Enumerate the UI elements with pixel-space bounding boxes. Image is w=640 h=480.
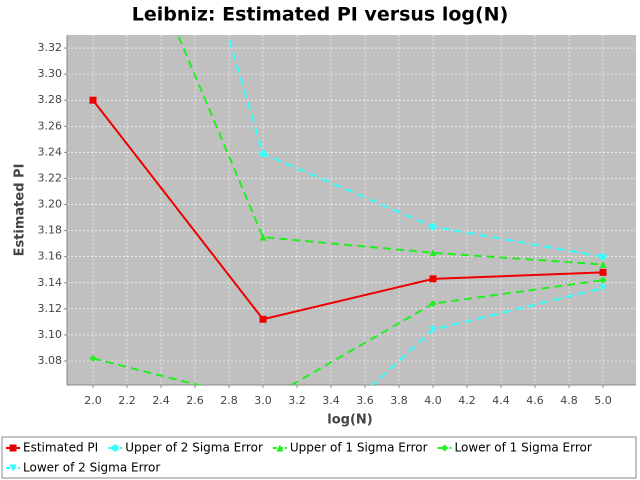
marker (441, 444, 449, 452)
marker (259, 233, 267, 241)
x-tick-label: 4.6 (526, 394, 544, 407)
x-tick-label: 3.0 (254, 394, 272, 407)
legend-box (1, 436, 637, 479)
series-line (92, 99, 604, 321)
x-tick-label: 3.2 (288, 394, 306, 407)
y-tick-label: 3.16 (38, 250, 63, 263)
marker (9, 464, 17, 472)
plot-area (67, 35, 636, 385)
legend-item: Upper of 2 Sigma Error (108, 441, 263, 455)
legend-item: Lower of 2 Sigma Error (6, 461, 160, 475)
x-tick-label: 4.8 (560, 394, 578, 407)
series-line (226, 35, 604, 258)
x-tick-label: 2.6 (186, 394, 204, 407)
legend-item: Estimated PI (6, 441, 98, 455)
x-tick-label: 2.8 (220, 394, 238, 407)
x-tick-label: 2.2 (118, 394, 136, 407)
x-tick-label: 4.0 (424, 394, 442, 407)
marker (429, 249, 437, 257)
y-tick-label: 3.18 (38, 224, 63, 237)
x-tick-label: 3.8 (390, 394, 408, 407)
x-tick-label: 3.6 (356, 394, 374, 407)
marker (429, 275, 437, 283)
x-tick-label: 3.4 (322, 394, 340, 407)
y-tick-label: 3.30 (38, 67, 63, 80)
marker (259, 315, 267, 323)
legend: Estimated PI Upper of 2 Sigma Error Upper … (6, 441, 592, 475)
x-tick-label: 4.2 (458, 394, 476, 407)
marker (599, 268, 607, 276)
y-tick-label: 3.28 (38, 93, 63, 106)
y-tick-label: 3.20 (38, 198, 63, 211)
y-tick-label: 3.08 (38, 354, 63, 367)
marker (599, 253, 607, 261)
x-tick-label: 2.4 (152, 394, 170, 407)
legend-label: Estimated PI (23, 441, 98, 455)
marker (429, 300, 437, 308)
y-axis-label: Estimated PI (13, 164, 28, 257)
grid: 3.08 3.10 3.12 3.14 3.16 3.18 3.20 3.22 3.24 3.26… (38, 35, 636, 407)
marker (259, 150, 267, 158)
x-tick-label: 2.0 (84, 394, 102, 407)
legend-label: Lower of 2 Sigma Error (23, 461, 160, 475)
legend-label: Upper of 1 Sigma Error (290, 441, 428, 455)
marker (429, 223, 437, 231)
series-layer (89, 35, 607, 385)
series-line (92, 279, 604, 385)
legend-item: Upper of 1 Sigma Error (272, 441, 428, 455)
marker (89, 96, 97, 104)
y-tick-label: 3.24 (38, 145, 63, 158)
y-tick-label: 3.10 (38, 328, 63, 341)
chart-title: Leibniz: Estimated PI versus log(N) (132, 4, 509, 26)
marker (9, 444, 17, 452)
legend-label: Upper of 2 Sigma Error (125, 441, 263, 455)
marker (599, 276, 607, 284)
x-tick-label: 4.4 (492, 394, 510, 407)
series-line (176, 35, 604, 266)
legend-item: Lower of 1 Sigma Error (437, 441, 592, 455)
x-axis-label: log(N) (327, 413, 372, 428)
marker (599, 284, 607, 292)
marker (111, 444, 119, 452)
legend-label: Lower of 1 Sigma Error (455, 441, 592, 455)
x-tick-label: 5.0 (594, 394, 612, 407)
series-line (370, 287, 604, 385)
y-tick-label: 3.26 (38, 119, 63, 132)
y-tick-label: 3.32 (38, 41, 63, 54)
marker (89, 354, 97, 362)
y-tick-label: 3.22 (38, 171, 63, 184)
y-tick-label: 3.14 (38, 276, 63, 289)
marker (276, 444, 284, 452)
marker (429, 326, 437, 334)
y-tick-label: 3.12 (38, 302, 63, 315)
marker (599, 261, 607, 269)
